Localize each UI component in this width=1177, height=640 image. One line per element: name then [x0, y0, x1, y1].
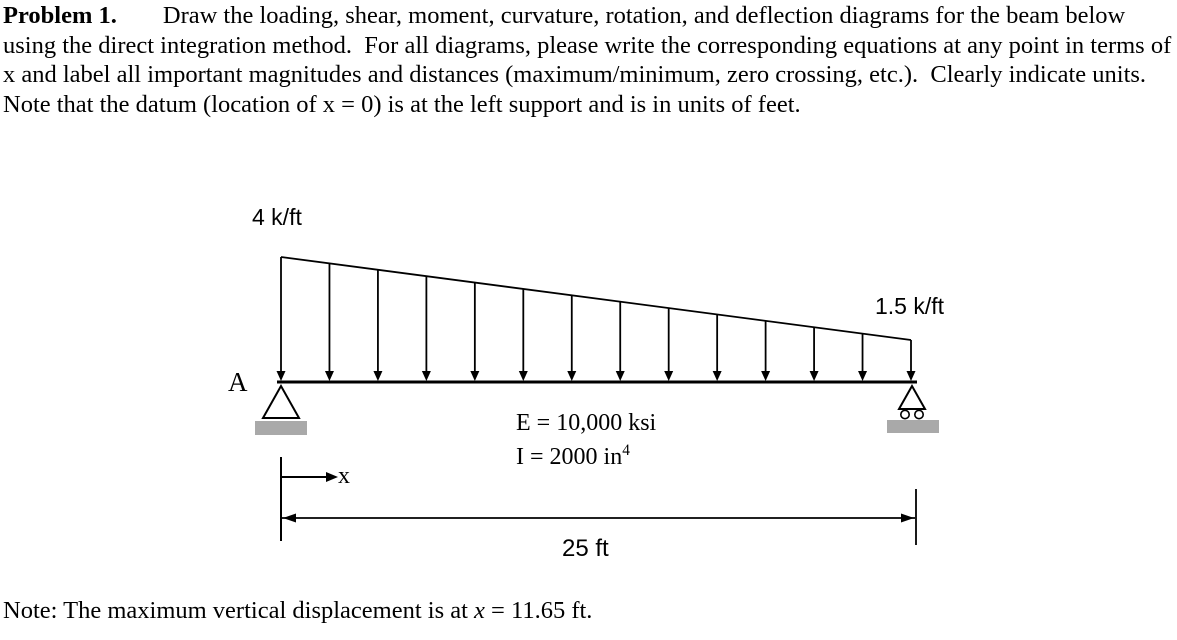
- note-prefix: Note: The maximum vertical displacement …: [3, 597, 475, 624]
- moment-of-inertia-label: I = 2000 in4: [516, 442, 630, 470]
- pin-support: [255, 383, 307, 435]
- note-variable: x: [474, 597, 485, 624]
- x-axis-label: x: [338, 463, 350, 489]
- problem-body-text: Draw the loading, shear, moment, curvatu…: [3, 2, 1177, 118]
- load-right-label: 1.5 k/ft: [875, 293, 945, 319]
- dimension-line: [282, 489, 917, 545]
- note-suffix: = 11.65 ft.: [484, 597, 593, 624]
- beam-properties: E = 10,000 ksi I = 2000 in4: [516, 409, 656, 471]
- x-axis-arrow: [280, 457, 338, 541]
- elastic-modulus-label: E = 10,000 ksi: [516, 410, 657, 436]
- load-profile: [280, 256, 912, 341]
- problem-statement: Problem 1. Draw the loading, shear, momen…: [3, 1, 1173, 119]
- roller-support: [887, 383, 939, 433]
- problem-number: Problem 1.: [3, 2, 117, 29]
- load-left-label: 4 k/ft: [252, 204, 302, 230]
- inertia-exponent: 4: [622, 442, 630, 459]
- load-arrows: [276, 257, 916, 381]
- span-length-label: 25 ft: [562, 535, 609, 562]
- pin-support-base: [255, 421, 307, 435]
- support-a-label: A: [228, 367, 248, 397]
- note: Note: The maximum vertical displacement …: [3, 597, 592, 625]
- roller-support-base: [887, 420, 939, 433]
